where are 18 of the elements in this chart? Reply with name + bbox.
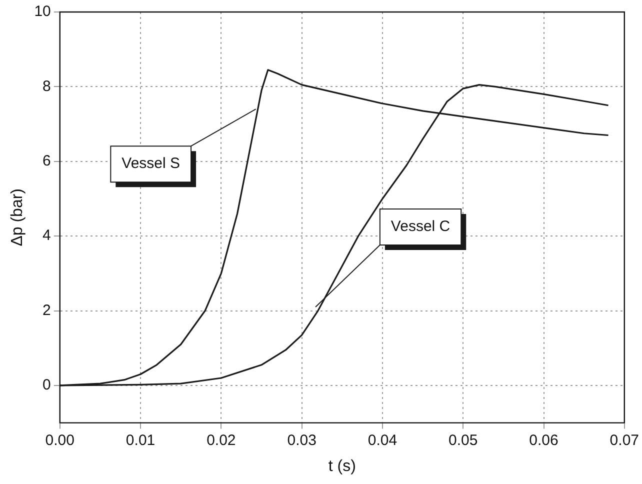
- x-tick-label: 0.02: [206, 432, 236, 449]
- y-tick-label: 2: [42, 302, 51, 319]
- x-tick-label: 0.04: [368, 432, 398, 449]
- x-tick-label: 0.03: [287, 432, 316, 449]
- annotation: Vessel S: [122, 155, 180, 172]
- y-axis-title: Δp (bar): [9, 188, 26, 246]
- y-tick-label: 8: [42, 78, 51, 95]
- x-tick-label: 0.05: [448, 432, 478, 449]
- y-tick-label: 0: [42, 376, 51, 394]
- annotation: Vessel C: [390, 218, 450, 236]
- x-tick-label: 0.07: [610, 432, 640, 449]
- y-tick-label: 10: [34, 3, 51, 20]
- y-tick-label: 4: [42, 227, 51, 244]
- x-axis-title: t (s): [328, 458, 356, 475]
- x-tick-label: 0.06: [529, 432, 558, 449]
- y-tick-label: 6: [42, 152, 51, 170]
- x-tick-label: 0.01: [126, 432, 156, 449]
- x-tick-label: 0.00: [45, 432, 74, 449]
